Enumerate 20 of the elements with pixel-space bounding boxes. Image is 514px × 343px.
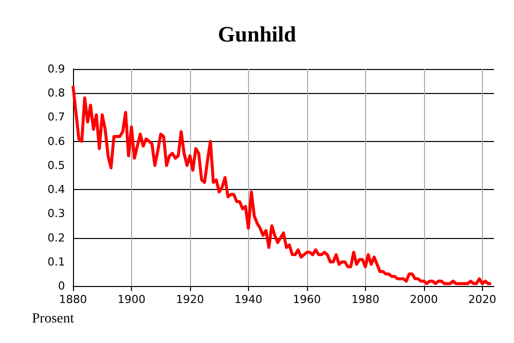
y-tick-label: 0.6 xyxy=(48,134,65,148)
y-tick-label: 0 xyxy=(58,280,65,292)
y-tick-label: 0.1 xyxy=(48,255,65,268)
y-tick-label: 0.7 xyxy=(48,110,65,124)
chart-title: Gunhild xyxy=(218,22,296,46)
y-tick-label: 0.9 xyxy=(48,62,65,76)
y-tick-label: 0.3 xyxy=(48,207,65,220)
y-tick-label: 0.5 xyxy=(48,158,65,172)
x-tick-label: 1940 xyxy=(234,293,262,306)
y-axis-title: Prosent xyxy=(32,312,74,326)
x-tick-label: 1960 xyxy=(292,293,321,306)
x-tick-label: 1900 xyxy=(117,293,146,306)
y-tick-label: 0.2 xyxy=(48,231,65,244)
x-tick-label: 1880 xyxy=(59,293,87,306)
y-tick-label: 0.8 xyxy=(48,86,65,100)
x-tick-label: 2000 xyxy=(410,293,438,306)
y-tick-label: 0.4 xyxy=(48,183,65,196)
x-tick-label: 2020 xyxy=(468,293,496,306)
x-tick-label: 1920 xyxy=(176,293,204,306)
x-tick-label: 1980 xyxy=(351,293,380,306)
